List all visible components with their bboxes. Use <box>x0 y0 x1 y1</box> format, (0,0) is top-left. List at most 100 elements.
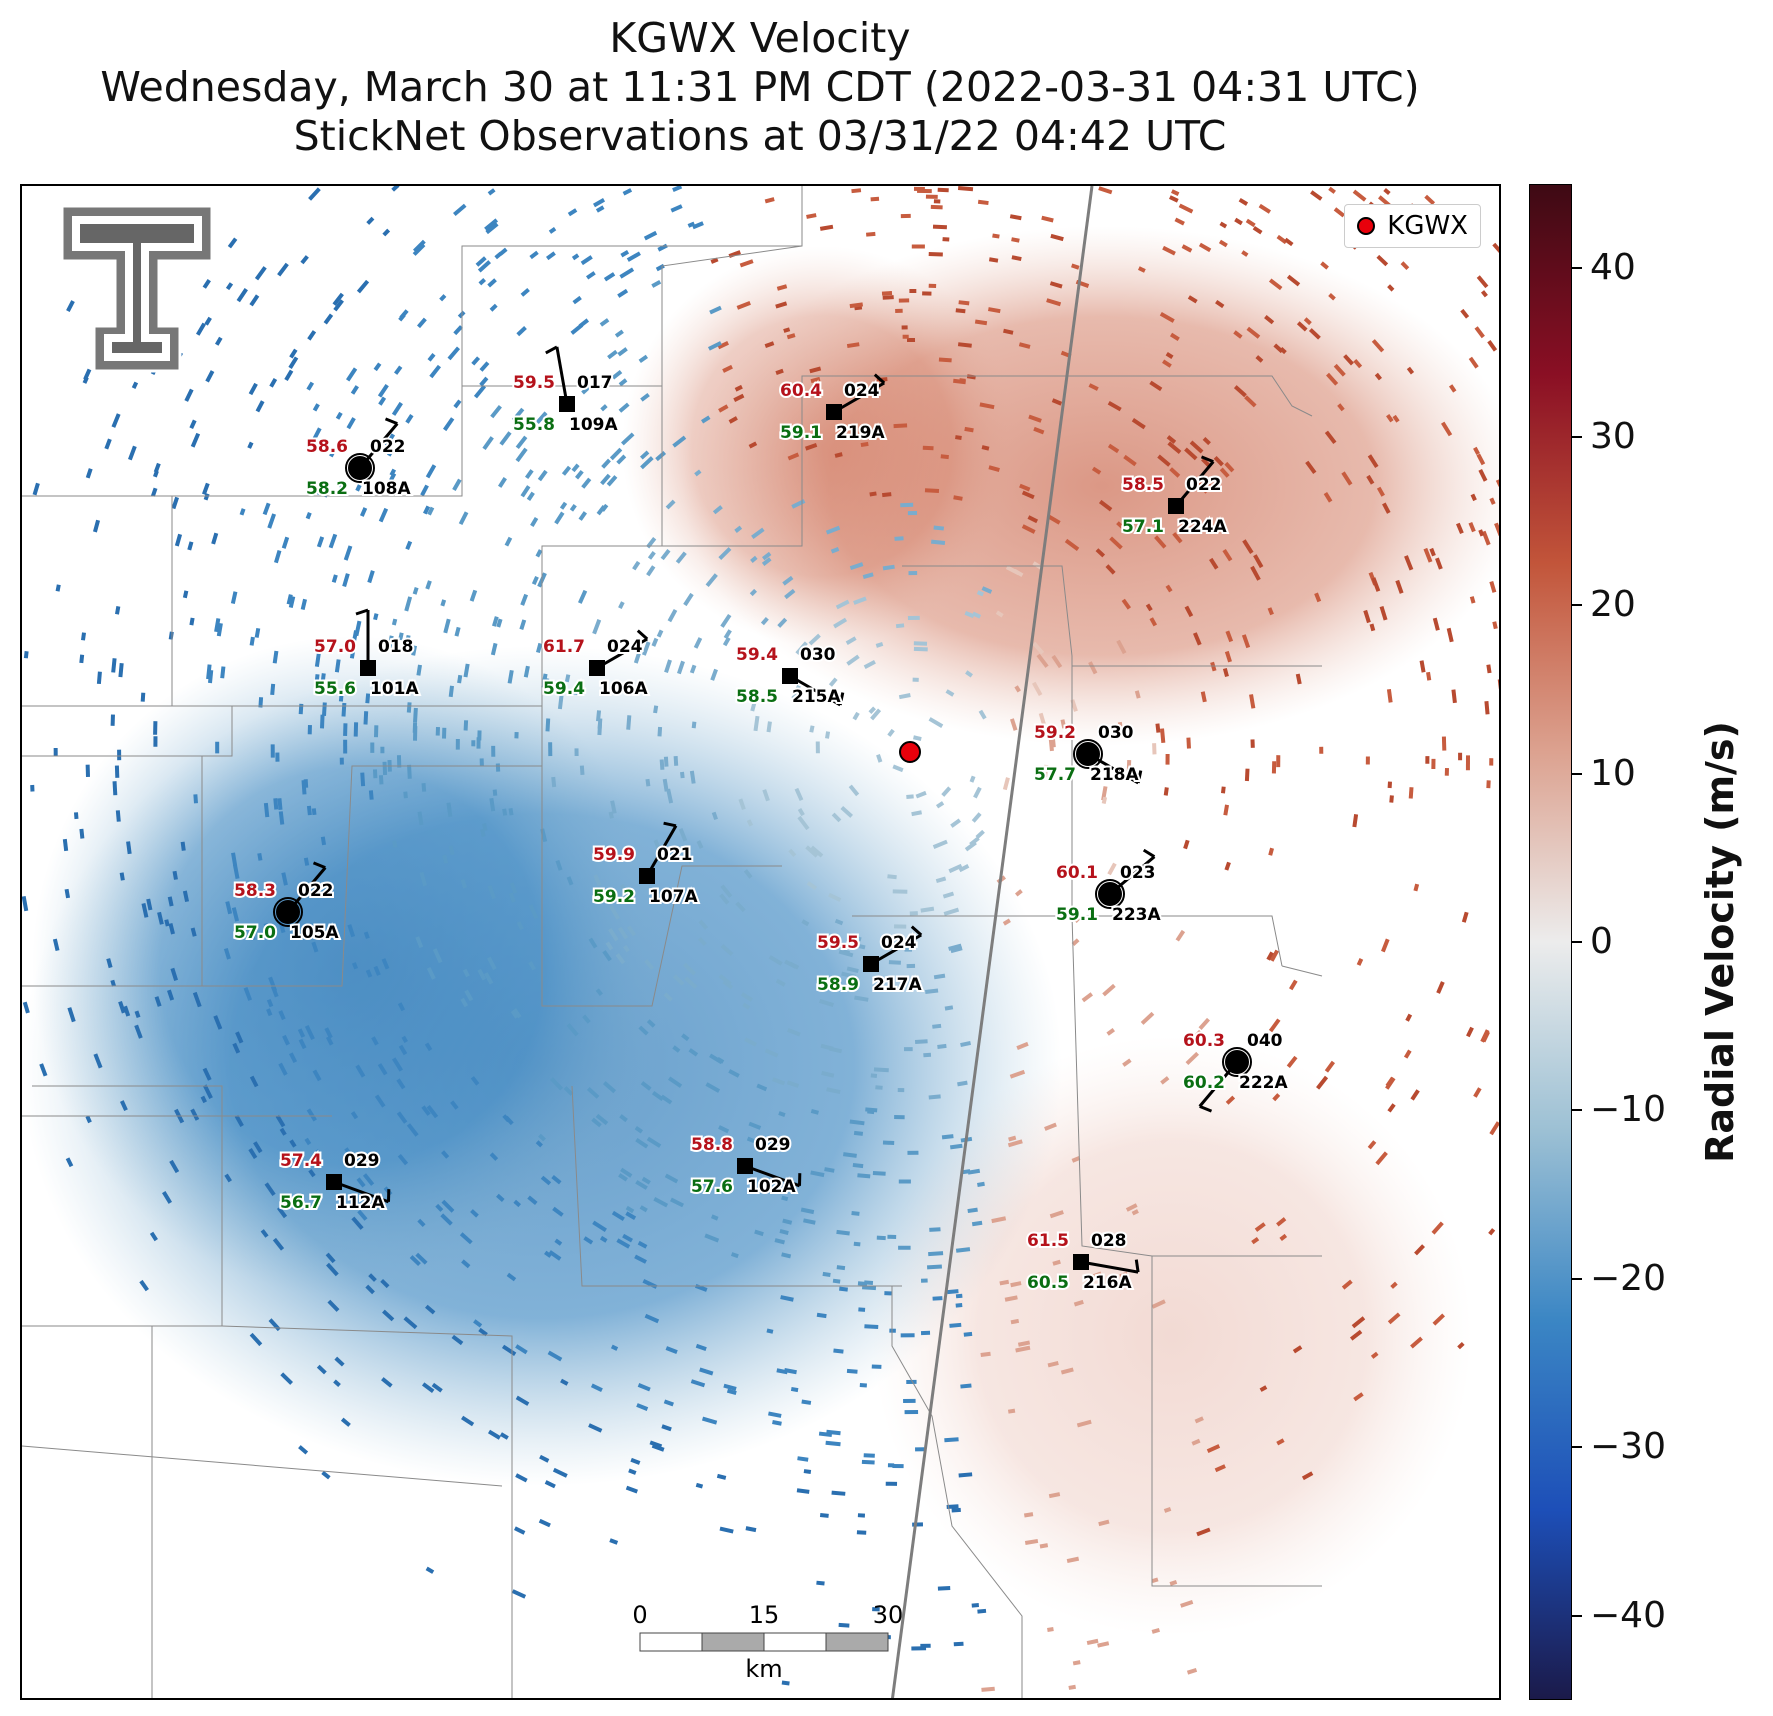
radar-gate <box>1046 514 1061 525</box>
radar-gate <box>938 357 952 363</box>
radar-gate <box>538 1518 551 1528</box>
radar-gate <box>1222 667 1229 678</box>
radar-gate <box>421 783 427 792</box>
radar-gate <box>403 1316 418 1330</box>
radar-gate <box>567 208 578 217</box>
radar-gate <box>470 1209 479 1218</box>
radar-gate <box>114 606 121 615</box>
radar-gate <box>276 1206 288 1219</box>
radar-gate <box>851 188 862 194</box>
radar-gate <box>638 354 649 363</box>
radar-gate <box>508 807 514 816</box>
radar-gate <box>1149 617 1158 627</box>
radar-gate <box>312 403 320 412</box>
station-wind-direction: 028 <box>1091 1231 1127 1251</box>
radar-gate <box>1406 366 1415 375</box>
radar-gate <box>1123 454 1137 467</box>
radar-gate <box>733 393 745 402</box>
radar-gate <box>1151 1299 1166 1309</box>
radar-gate <box>578 589 588 604</box>
radar-gate <box>748 441 758 449</box>
radar-gate <box>628 1468 637 1475</box>
radar-gate <box>1328 186 1336 194</box>
radar-gate <box>214 618 221 633</box>
radar-gate <box>593 197 606 208</box>
radar-gate <box>119 872 125 881</box>
radar-gate <box>1046 298 1062 307</box>
radar-gate <box>787 452 800 461</box>
radar-gate <box>933 199 941 204</box>
radar-gate <box>1047 1361 1059 1368</box>
radar-gate <box>893 423 908 429</box>
radar-gate <box>1353 1392 1364 1402</box>
radar-gate <box>278 811 285 825</box>
radar-gate <box>882 295 894 300</box>
radar-gate <box>1218 239 1228 248</box>
radar-gate <box>601 458 611 469</box>
radar-gate <box>672 435 687 448</box>
radar-gate <box>547 1350 563 1362</box>
radar-gate <box>1250 565 1261 581</box>
radar-gate <box>646 565 656 577</box>
colorbar-tick-mark <box>1572 1446 1582 1449</box>
radar-gate <box>908 571 918 576</box>
radar-gate <box>746 1136 756 1144</box>
radar-gate <box>593 874 602 887</box>
radar-gate <box>368 1273 377 1282</box>
radar-gate <box>511 1589 527 1599</box>
radar-gate <box>255 400 265 413</box>
radar-gate <box>153 736 158 747</box>
radar-gate <box>1494 522 1499 537</box>
radar-gate <box>894 1115 905 1120</box>
radar-gate <box>23 651 29 659</box>
radar-gate <box>1461 911 1469 923</box>
radar-gate <box>937 187 949 193</box>
radar-gate <box>788 848 797 857</box>
radar-map[interactable]: 59.5 017 55.8 109A 60.4 024 59.1 219A 58.6 022 58.… <box>20 184 1501 1700</box>
radar-gate <box>825 525 841 535</box>
radar-gate <box>663 756 669 767</box>
radar-gate <box>723 1383 737 1391</box>
station-102A: 58.8 029 57.6 102A <box>689 1133 802 1199</box>
radar-gate <box>530 517 539 527</box>
radar-gate <box>698 919 709 930</box>
radar-gate <box>608 927 619 942</box>
radar-gate <box>499 431 512 446</box>
radar-gate <box>1324 430 1337 445</box>
radar-gate <box>231 852 238 866</box>
radar-gate <box>1027 515 1039 524</box>
radar-gate <box>849 562 864 571</box>
radar-gate <box>1206 1444 1221 1454</box>
radar-gate <box>363 711 369 725</box>
station-temperature: 59.9 <box>593 845 635 865</box>
radar-gate <box>454 626 461 637</box>
radar-gate <box>1048 738 1054 752</box>
radar-gate <box>512 1008 522 1019</box>
radar-gate <box>1009 718 1018 731</box>
radar-gate <box>911 810 922 817</box>
radar-gate <box>554 511 565 525</box>
radar-gate <box>515 435 528 450</box>
radar-gate <box>933 525 945 531</box>
radar-gate <box>588 1423 603 1433</box>
radar-gate <box>389 472 397 482</box>
radar-gate <box>900 502 914 508</box>
radar-gate <box>605 941 614 951</box>
radar-gate <box>665 499 676 510</box>
radar-gate <box>887 874 897 880</box>
radar-gate <box>649 1440 663 1449</box>
radar-gate <box>1140 1011 1155 1025</box>
radar-gate <box>603 272 616 282</box>
station-dewpoint: 55.8 <box>513 415 555 435</box>
radar-gate <box>422 505 431 515</box>
radar-gate <box>1486 780 1491 789</box>
radar-gate <box>529 250 539 260</box>
radar-gate <box>1095 548 1106 558</box>
radar-gate <box>853 1130 864 1136</box>
radar-gate <box>920 1330 931 1336</box>
radar-gate <box>810 845 824 858</box>
radar-gate <box>249 932 256 941</box>
radar-gate <box>1153 476 1165 487</box>
radar-gate <box>1116 639 1127 655</box>
radar-gate <box>653 839 662 851</box>
